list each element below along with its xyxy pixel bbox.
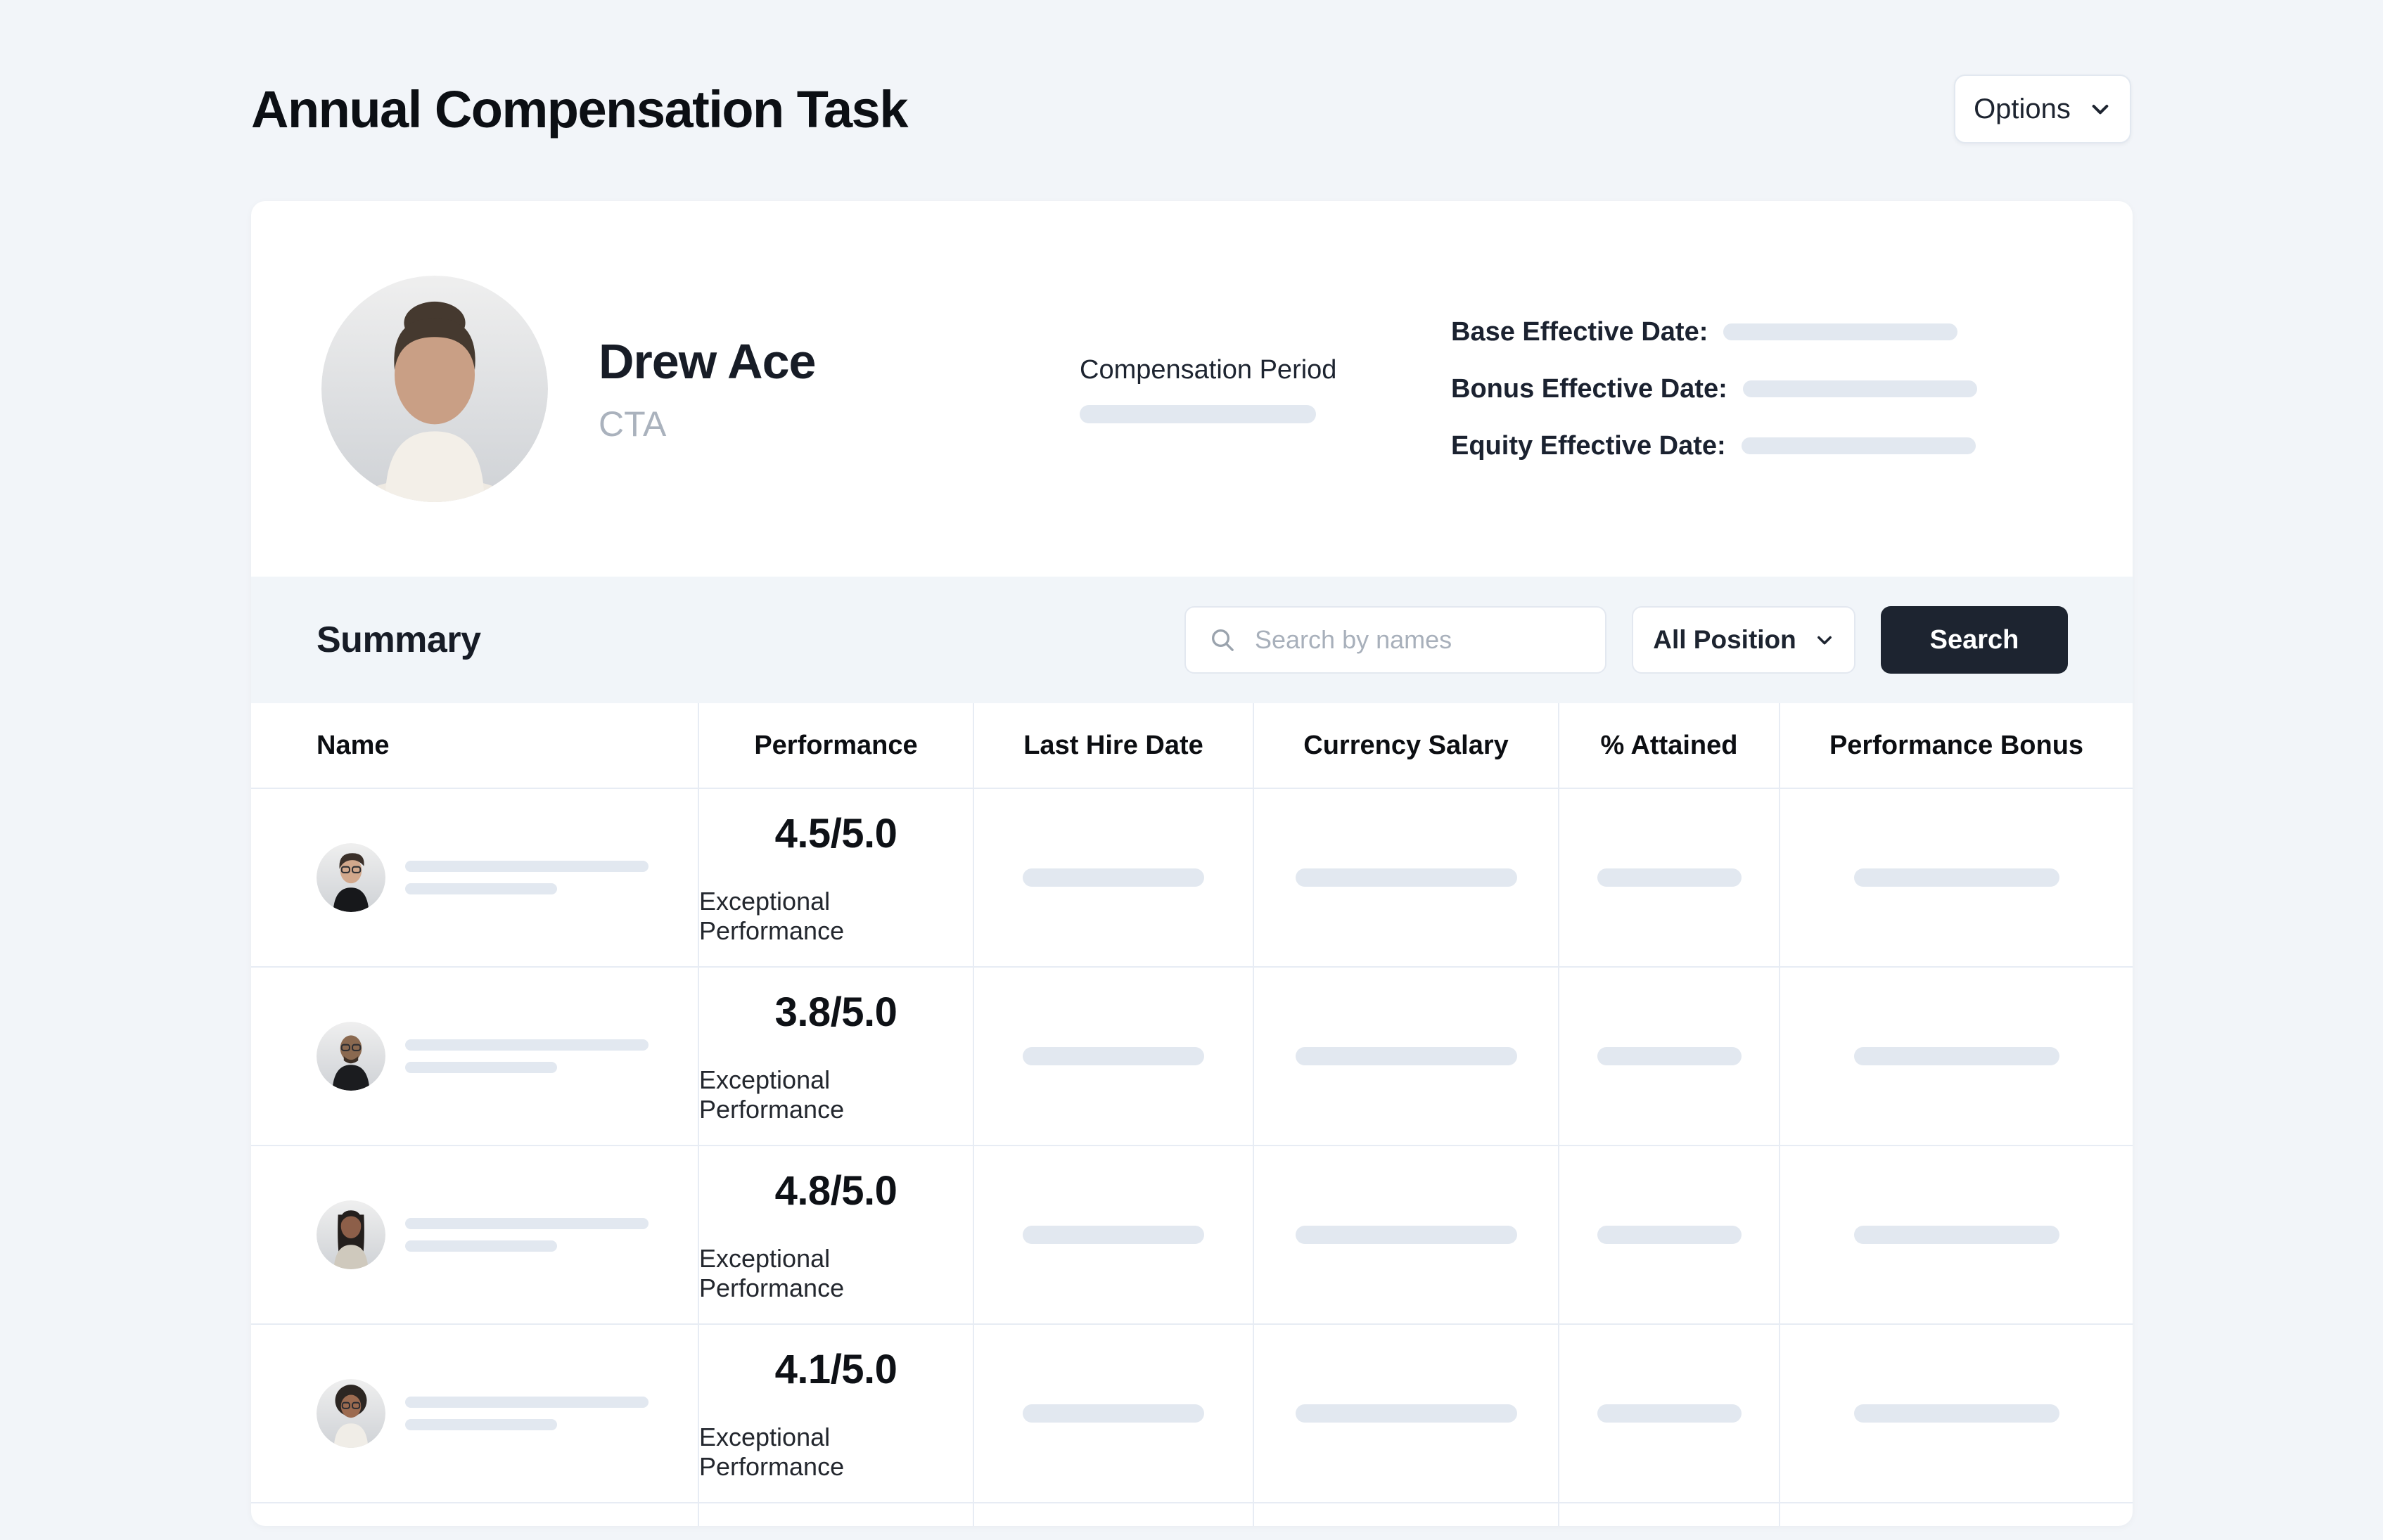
performance-bonus-placeholder	[1853, 1226, 2059, 1244]
equity-effective-date-label: Equity Effective Date:	[1451, 430, 1726, 461]
search-input[interactable]	[1184, 606, 1606, 674]
last-hire-date-placeholder	[1023, 1404, 1204, 1423]
employee-avatar	[317, 843, 385, 912]
topbar: Annual Compensation Task Options	[251, 75, 2131, 143]
currency-salary-placeholder	[1295, 868, 1517, 887]
attained-placeholder	[1597, 1047, 1742, 1065]
performance-bonus-placeholder	[1853, 1047, 2059, 1065]
base-effective-date-row: Base Effective Date:	[1451, 317, 1977, 347]
performance-rating-label: Exceptional Performance	[699, 1422, 845, 1481]
table-row[interactable]: 4.1/5.0 Exceptional Performance	[251, 1323, 2133, 1502]
compensation-period-placeholder	[1080, 404, 1316, 423]
performance-bonus-placeholder	[1853, 868, 2059, 887]
currency-salary-placeholder	[1295, 1226, 1517, 1244]
summary-heading: Summary	[317, 620, 481, 660]
profile-avatar	[321, 276, 548, 502]
employee-role: CTA	[599, 404, 667, 444]
currency-salary-placeholder	[1295, 1047, 1517, 1065]
options-button[interactable]: Options	[1954, 75, 2131, 143]
performance-rating: 3.8/5.0	[774, 989, 897, 1035]
performance-bonus-placeholder	[1853, 1404, 2059, 1423]
column-header-performance-bonus: Performance Bonus	[1829, 730, 2084, 760]
position-filter-select[interactable]: All Position	[1632, 606, 1855, 674]
name-placeholder-lines	[405, 861, 649, 894]
column-header-name: Name	[251, 703, 699, 788]
table-row[interactable]: 4.5/5.0 Exceptional Performance	[251, 788, 2133, 966]
performance-rating-label: Exceptional Performance	[699, 886, 845, 945]
effective-dates-block: Base Effective Date: Bonus Effective Dat…	[1451, 317, 1977, 461]
bonus-effective-date-label: Bonus Effective Date:	[1451, 373, 1727, 404]
compensation-period-label: Compensation Period	[1080, 354, 1337, 385]
performance-rating-label: Exceptional Performance	[699, 1065, 845, 1124]
last-hire-date-placeholder	[1023, 868, 1204, 887]
chevron-down-icon	[2092, 105, 2109, 115]
currency-salary-placeholder	[1295, 1404, 1517, 1423]
name-placeholder-lines	[405, 1039, 649, 1073]
column-header-attained: % Attained	[1559, 703, 1780, 788]
base-effective-date-label: Base Effective Date:	[1451, 316, 1708, 347]
options-label: Options	[1974, 93, 2071, 124]
name-placeholder-lines	[405, 1397, 649, 1430]
performance-rating: 4.1/5.0	[774, 1346, 897, 1392]
position-filter-value: All Position	[1653, 625, 1796, 654]
search-button[interactable]: Search	[1881, 606, 2068, 674]
performance-rating-label: Exceptional Performance	[699, 1243, 845, 1302]
attained-placeholder	[1597, 1404, 1742, 1423]
column-header-currency-salary: Currency Salary	[1254, 703, 1559, 788]
summary-controls: All Position Search	[1184, 606, 2068, 674]
table-row[interactable]: 4.8/5.0 Exceptional Performance	[251, 1145, 2133, 1323]
name-placeholder-lines	[405, 1218, 649, 1252]
profile-avatar-image	[321, 276, 548, 502]
summary-toolbar: Summary All Position Search	[251, 577, 2133, 703]
equity-effective-date-row: Equity Effective Date:	[1451, 431, 1977, 461]
employee-avatar	[317, 1379, 385, 1448]
employee-avatar	[317, 1200, 385, 1269]
table-row[interactable]: 3.8/5.0 Exceptional Performance	[251, 966, 2133, 1145]
summary-table: Name Performance Last Hire Date Currency…	[251, 703, 2133, 1526]
bonus-effective-date-placeholder	[1742, 380, 1977, 397]
attained-placeholder	[1597, 1226, 1742, 1244]
column-header-last-hire-date: Last Hire Date	[974, 703, 1254, 788]
page-title: Annual Compensation Task	[251, 79, 908, 139]
table-header-row: Name Performance Last Hire Date Currency…	[251, 703, 2133, 788]
last-hire-date-placeholder	[1023, 1047, 1204, 1065]
bonus-effective-date-row: Bonus Effective Date:	[1451, 374, 1977, 404]
identity-block: Drew Ace CTA	[599, 333, 1060, 444]
equity-effective-date-placeholder	[1741, 437, 1976, 454]
performance-rating: 4.5/5.0	[774, 810, 897, 856]
chevron-down-icon	[1817, 636, 1832, 645]
base-effective-date-placeholder	[1723, 323, 1958, 340]
profile-section: Drew Ace CTA Compensation Period Base Ef…	[251, 201, 2133, 577]
employee-avatar	[317, 1022, 385, 1091]
employee-name: Drew Ace	[599, 334, 816, 389]
attained-placeholder	[1597, 868, 1742, 887]
last-hire-date-placeholder	[1023, 1226, 1204, 1244]
performance-rating: 4.8/5.0	[774, 1167, 897, 1214]
table-row-partial	[251, 1502, 2133, 1526]
employee-card: Drew Ace CTA Compensation Period Base Ef…	[251, 201, 2133, 1526]
column-header-performance: Performance	[699, 703, 974, 788]
search-input-wrapper	[1184, 606, 1606, 674]
compensation-period-block: Compensation Period	[1080, 355, 1386, 423]
